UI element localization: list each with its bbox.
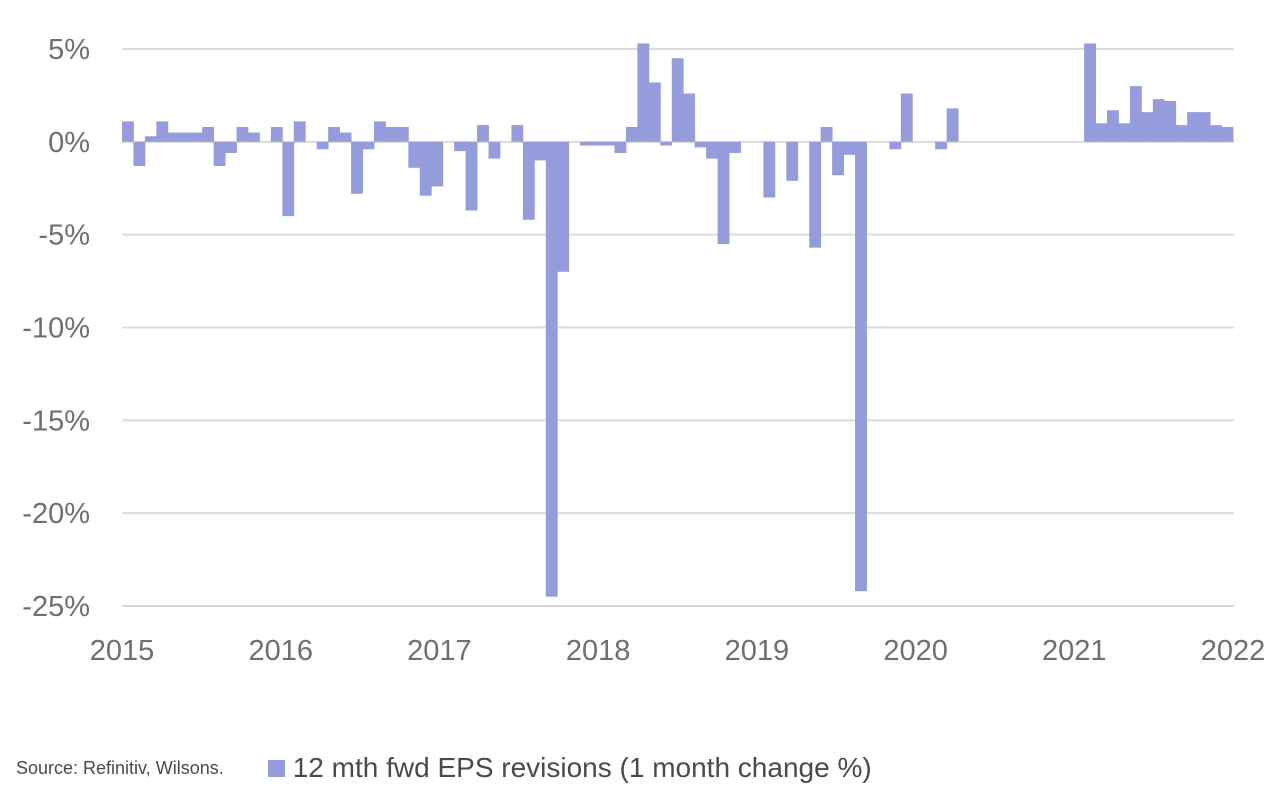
bar (213, 141, 226, 166)
y-tick-label: -20% (22, 498, 90, 530)
x-tick-label: 2015 (90, 635, 155, 667)
y-tick-label: -15% (22, 405, 90, 437)
bar (362, 141, 375, 150)
bar (419, 141, 432, 196)
x-tick-label: 2016 (248, 635, 313, 667)
bar (820, 126, 833, 142)
bar (282, 141, 295, 217)
bar (202, 126, 215, 142)
bar (190, 132, 203, 142)
bar (786, 141, 799, 181)
x-tick-label: 2017 (407, 635, 472, 667)
bar (809, 141, 822, 248)
bars-group (122, 43, 1234, 597)
bar (385, 126, 398, 142)
bar (889, 141, 902, 150)
bar (225, 141, 237, 153)
bar (488, 141, 501, 159)
bar (545, 141, 558, 597)
y-tick-label: 0% (48, 127, 90, 159)
legend-label: 12 mth fwd EPS revisions (1 month change… (292, 752, 872, 783)
bar (1210, 125, 1222, 142)
bar (763, 141, 776, 198)
bar (236, 126, 249, 142)
legend-swatch (267, 759, 285, 777)
bar (625, 126, 638, 142)
y-tick-label: -10% (22, 313, 90, 345)
bar (270, 126, 283, 142)
bar (373, 121, 386, 142)
bar (717, 141, 730, 244)
x-tick-label: 2022 (1201, 635, 1266, 667)
x-axis-tick-labels: 2015 2016 2017 2018 2019 2020 2021 2022 (90, 635, 1266, 667)
chart-footer: Source: Refinitiv, Wilsons. 12 mth fwd E… (16, 748, 872, 788)
bar (1141, 112, 1154, 142)
y-tick-label: -25% (22, 591, 90, 623)
bar (706, 141, 718, 159)
bar (946, 108, 959, 142)
bar (316, 141, 329, 150)
bar (1084, 43, 1096, 142)
bar (534, 141, 547, 161)
bar (660, 141, 673, 146)
bar (144, 136, 157, 142)
bar (1187, 112, 1200, 142)
bar (293, 121, 306, 142)
x-tick-label: 2018 (566, 635, 631, 667)
bar (465, 141, 478, 211)
bar (454, 141, 466, 152)
x-tick-label: 2019 (725, 635, 790, 667)
bar (156, 121, 169, 142)
bar (935, 141, 948, 150)
bar (843, 141, 856, 155)
bar (167, 132, 180, 142)
y-tick-label: -5% (38, 220, 90, 252)
bar (339, 132, 352, 142)
bar (1107, 110, 1119, 142)
bar (614, 141, 627, 153)
bar (408, 141, 421, 168)
bar (179, 132, 192, 142)
source-note: Source: Refinitiv, Wilsons. (16, 757, 224, 778)
bar (855, 141, 867, 592)
bar (511, 125, 524, 142)
bar (694, 141, 707, 148)
eps-revisions-chart: 5% 0% -5% -10% -15% -20% -25% 2015 2016 2017 2018… (22, 34, 1266, 667)
bar (351, 141, 363, 194)
bar (328, 126, 341, 142)
bar (729, 141, 741, 153)
bar (1175, 125, 1188, 142)
bar (122, 121, 134, 142)
bar (431, 141, 444, 187)
bar (591, 141, 604, 146)
bar (1129, 86, 1142, 142)
y-axis-tick-labels: 5% 0% -5% -10% -15% -20% -25% (22, 34, 90, 623)
bar (1198, 112, 1211, 142)
bar (522, 141, 535, 220)
bar (1221, 126, 1234, 142)
bar (832, 141, 844, 176)
bar (477, 125, 489, 142)
bar (900, 93, 913, 142)
bar (1095, 123, 1108, 142)
bar (396, 126, 409, 142)
bar (557, 141, 570, 272)
bar (683, 93, 696, 142)
x-tick-label: 2020 (883, 635, 948, 667)
bar (133, 141, 146, 166)
bar (648, 82, 661, 142)
bar (247, 132, 260, 142)
bar (580, 141, 592, 146)
bar (671, 58, 684, 142)
bar (1152, 99, 1165, 142)
gridlines (122, 48, 1234, 515)
bar (603, 141, 615, 146)
bar (1118, 123, 1131, 142)
y-tick-label: 5% (48, 34, 90, 66)
bar (637, 43, 650, 142)
x-tick-label: 2021 (1042, 635, 1107, 667)
bar (1164, 100, 1177, 142)
